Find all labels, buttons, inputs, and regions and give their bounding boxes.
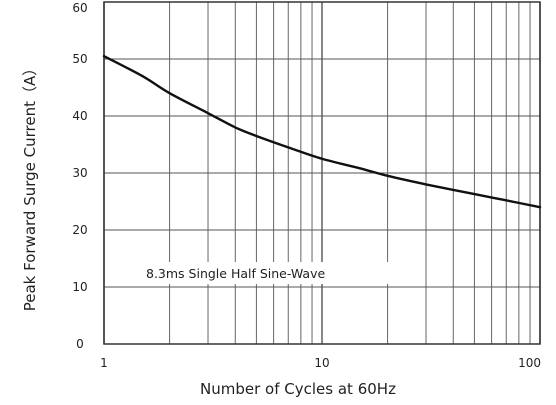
y-axis-title: Peak Forward Surge Current（A）	[21, 61, 39, 312]
x-tick-label: 1	[100, 356, 108, 370]
y-tick-label: 50	[72, 52, 87, 66]
grid	[103, 1, 541, 345]
series	[102, 54, 542, 209]
y-tick-label: 60	[72, 1, 87, 15]
y-tick-label: 40	[72, 109, 87, 123]
x-tick-label: 10	[314, 356, 329, 370]
tick-labels: 0 10 20 30 40 50 60 1 10 100	[72, 1, 541, 370]
annotation-group: 8.3ms Single Half Sine-Wave	[138, 262, 396, 284]
x-tick-label: 100	[518, 356, 541, 370]
y-tick-label: 30	[72, 166, 87, 180]
x-axis-title: Number of Cycles at 60Hz	[200, 380, 396, 398]
series-line-0	[102, 54, 542, 209]
y-tick-label: 0	[76, 337, 84, 351]
y-tick-label: 10	[72, 280, 87, 294]
plot-border	[103, 1, 541, 345]
y-tick-label: 20	[72, 223, 87, 237]
annotation-label: 8.3ms Single Half Sine-Wave	[146, 266, 325, 281]
annotation-background	[138, 262, 396, 284]
